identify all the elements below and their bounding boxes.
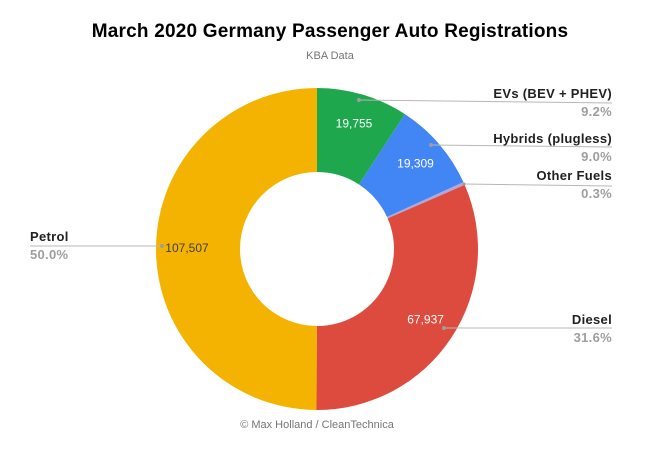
slice-value-labels: 19,755 19,309 67,937 107,507 <box>165 117 444 327</box>
callout-hybrids: Hybrids (plugless) 9.0% <box>493 132 612 164</box>
slice-label: Other Fuels <box>536 168 612 183</box>
donut-slices <box>156 88 478 410</box>
slice-percent: 50.0% <box>30 247 69 262</box>
callout-petrol: Petrol 50.0% <box>30 230 69 262</box>
callout-diesel: Diesel 31.6% <box>572 313 612 345</box>
pie-slice-evs-bev-phev[interactable] <box>317 88 405 185</box>
slice-percent: 31.6% <box>573 330 612 345</box>
slice-value-petrol: 107,507 <box>165 241 209 255</box>
anchor-dot-petrol <box>160 244 164 248</box>
chart-subtitle: KBA Data <box>306 50 354 62</box>
leader-line-other <box>463 183 613 187</box>
leader-line-hybrids <box>430 144 613 148</box>
slice-percent: 9.0% <box>581 149 612 164</box>
pie-slice-diesel[interactable] <box>316 184 478 410</box>
pie-slice-other-fuels[interactable] <box>387 182 465 219</box>
slice-label: EVs (BEV + PHEV) <box>493 86 612 101</box>
callout-evs: EVs (BEV + PHEV) 9.2% <box>493 87 612 119</box>
anchor-dot-hybrids <box>429 143 433 147</box>
pie-slice-hybrids-plugless[interactable] <box>359 114 464 218</box>
slice-label: Petrol <box>30 229 69 244</box>
leader-anchor-dots <box>160 98 466 330</box>
slice-value-hybrids-plugless: 19,309 <box>397 156 434 170</box>
leader-line-evs <box>358 99 613 104</box>
anchor-dot-other <box>462 182 466 186</box>
slice-label: Hybrids (plugless) <box>493 131 612 146</box>
anchor-dot-diesel <box>442 326 446 330</box>
slice-label: Diesel <box>571 312 612 327</box>
slice-percent: 0.3% <box>581 186 612 201</box>
attribution-credit: © Max Holland / CleanTechnica <box>240 419 394 431</box>
callout-other-fuels: Other Fuels 0.3% <box>536 169 612 201</box>
slice-percent: 9.2% <box>581 104 612 119</box>
slice-value-evs-bev-phev: 19,755 <box>336 117 373 131</box>
slice-value-diesel: 67,937 <box>407 313 444 327</box>
leader-lines <box>30 98 613 330</box>
pie-slice-petrol[interactable] <box>156 88 317 410</box>
anchor-dot-evs <box>357 98 361 102</box>
chart-title: March 2020 Germany Passenger Auto Regist… <box>91 21 569 42</box>
